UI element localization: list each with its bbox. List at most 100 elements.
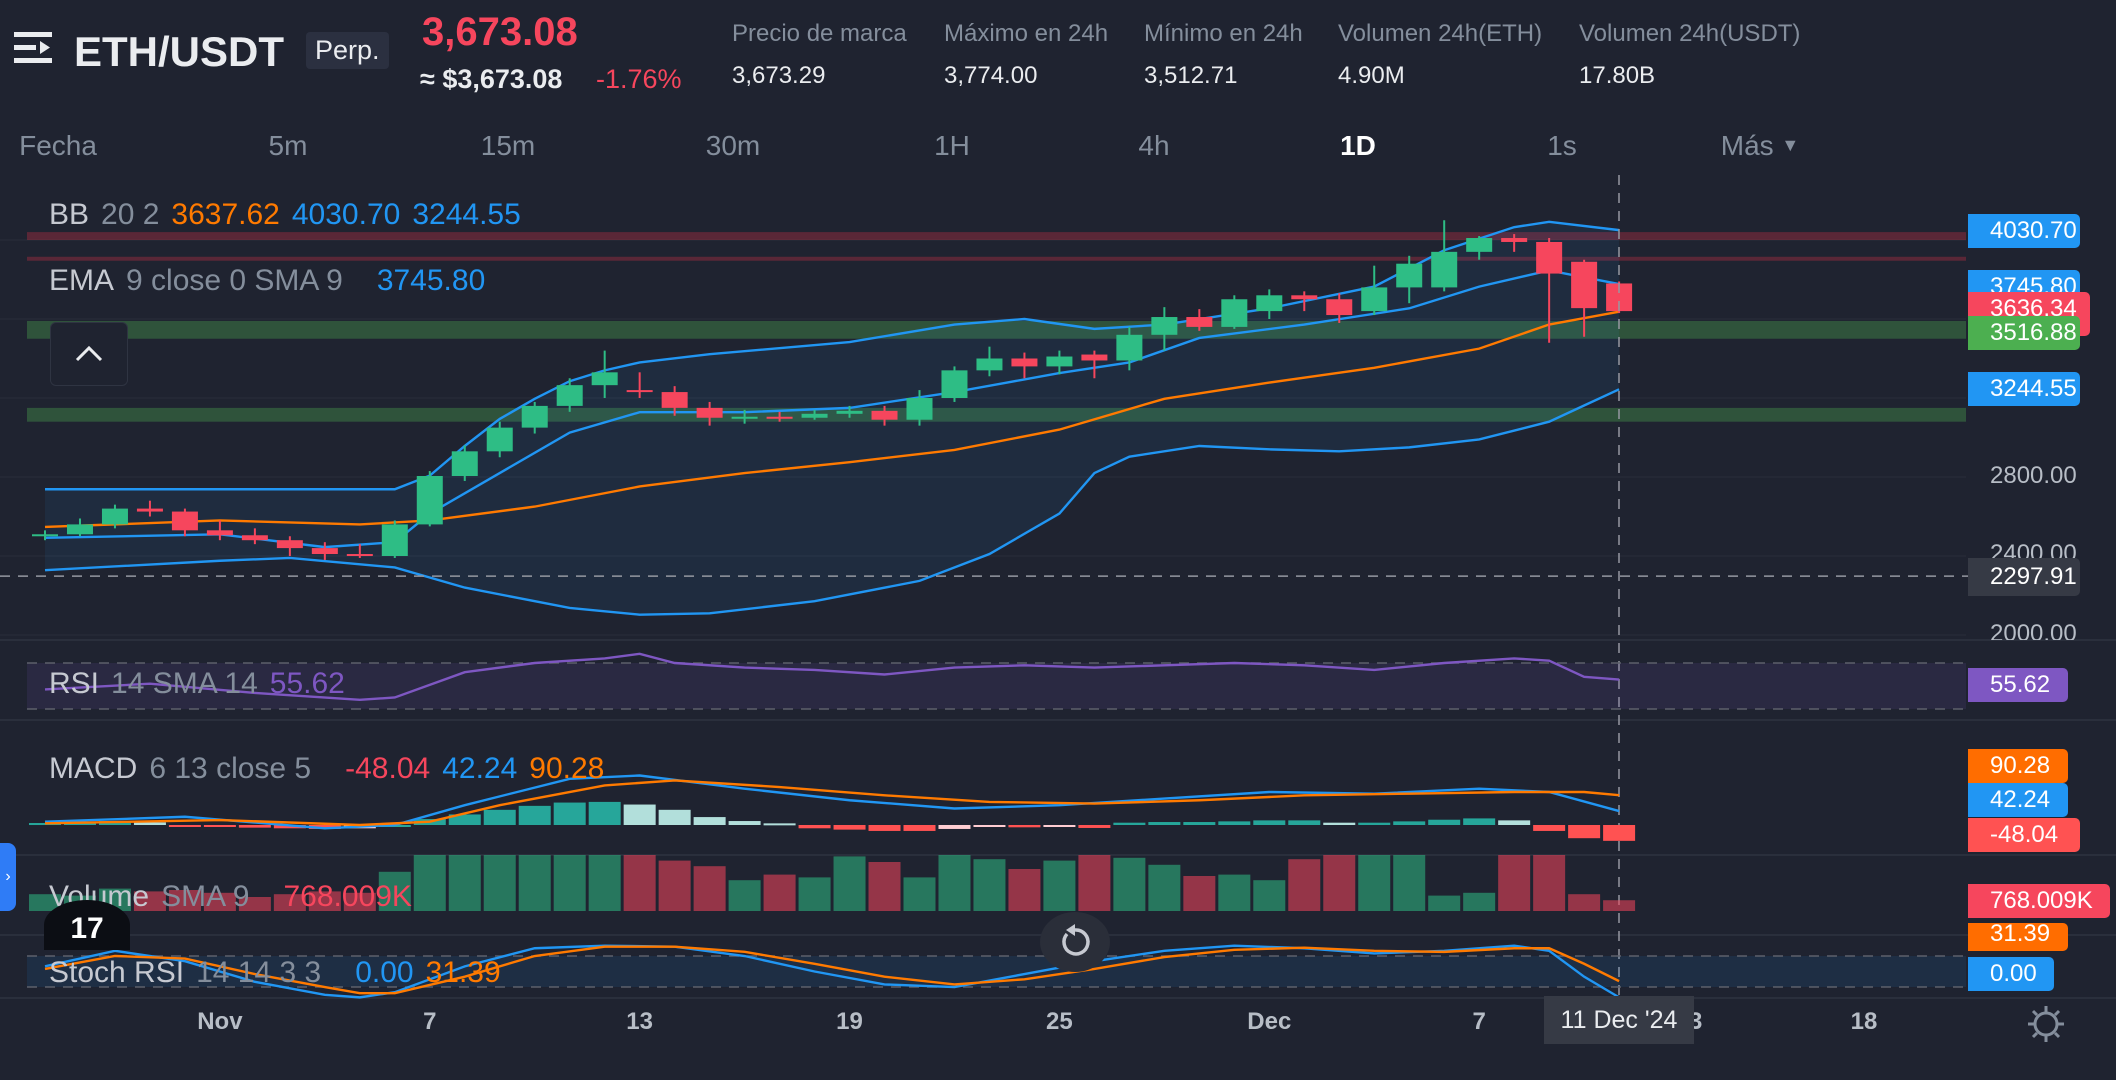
side-panel-toggle[interactable]: › xyxy=(0,843,16,911)
candle-body xyxy=(1571,261,1598,309)
macd-hist-bar xyxy=(938,825,971,829)
rsi-band xyxy=(27,663,1966,709)
menu-icon[interactable] xyxy=(14,30,54,66)
legend-rsi[interactable]: RSI 14 SMA 14 55.62 xyxy=(49,667,357,701)
legend-params: 9 close 0 SMA 9 xyxy=(126,264,343,297)
stat-value: 17.80B xyxy=(1579,62,1656,89)
candle-body xyxy=(1046,356,1073,367)
candle-body xyxy=(346,554,373,557)
candle-body xyxy=(66,524,93,535)
candle-body xyxy=(871,410,898,420)
volume-bar xyxy=(623,855,656,911)
legend-params: 14 SMA 14 xyxy=(111,667,258,700)
legend-params: 14 14 3 3 xyxy=(196,956,322,989)
time-tick: 25 xyxy=(1046,1008,1073,1035)
macd-hist-bar xyxy=(1323,822,1356,825)
volume-bar xyxy=(448,855,481,911)
pair-title[interactable]: ETH/USDT xyxy=(74,28,284,75)
candle-body xyxy=(801,413,828,418)
tab-more[interactable]: Más ▼ xyxy=(1721,130,1800,162)
bb-upper-price-label: 4030.70 xyxy=(1968,214,2080,248)
volume-bar xyxy=(938,855,971,911)
candle-body xyxy=(416,476,443,525)
macd-hist-bar xyxy=(973,825,1006,827)
stat-volume-eth: Volumen 24h(ETH) 4.90M xyxy=(1338,20,1542,90)
candle-body xyxy=(731,416,758,419)
volume-bar xyxy=(763,874,796,911)
stat-value: 3,673.29 xyxy=(732,62,826,89)
legend-name: RSI xyxy=(49,667,100,700)
volume-bar xyxy=(413,855,446,911)
tab-1w[interactable]: 1s xyxy=(1547,130,1577,161)
settings-gear-icon[interactable] xyxy=(2026,1004,2066,1044)
volume-bar xyxy=(1603,900,1636,911)
candle-body xyxy=(1221,299,1248,327)
candle-body xyxy=(906,398,933,420)
stat-label: Volumen 24h(USDT) xyxy=(1579,20,1801,47)
stat-volume-usdt: Volumen 24h(USDT) 17.80B xyxy=(1579,20,1800,90)
volume-bar xyxy=(1218,874,1251,911)
macd-hist-bar xyxy=(273,825,306,829)
volume-bar xyxy=(973,859,1006,911)
macd-hist-bar xyxy=(728,821,761,825)
candle-body xyxy=(486,427,513,452)
candle-body xyxy=(556,385,583,406)
hist-price-label: -48.04 xyxy=(1968,818,2080,852)
candle-body xyxy=(661,392,688,408)
price-tick: 2000.00 xyxy=(1990,620,2077,640)
collapse-button[interactable] xyxy=(50,322,128,386)
legend-ema[interactable]: EMA 9 close 0 SMA 9 3745.80 xyxy=(49,264,497,298)
reset-chart-button[interactable] xyxy=(1040,912,1110,972)
tab-1d[interactable]: 1D xyxy=(1340,130,1376,161)
candle-body xyxy=(941,370,968,398)
change-percent: -1.76% xyxy=(596,64,682,94)
macd-hist-bar xyxy=(483,809,516,825)
tab-4h[interactable]: 4h xyxy=(1138,130,1170,161)
volume-value: 768.009K xyxy=(283,880,412,913)
legend-stoch-rsi[interactable]: Stoch RSI 14 14 3 3 0.00 31.39 xyxy=(49,956,513,990)
stat-value: 3,774.00 xyxy=(944,62,1038,89)
tab-1h[interactable]: 1H xyxy=(934,130,970,161)
rsi-line xyxy=(44,652,1620,702)
macd-hist-bar xyxy=(1498,820,1531,825)
bb-upper-value: 4030.70 xyxy=(291,198,401,231)
macd-hist-bar xyxy=(763,823,796,826)
macd-hist-bar xyxy=(1008,825,1041,828)
volume-bar xyxy=(1323,855,1356,911)
volume-bar xyxy=(203,892,236,911)
stoch-d-value: 31.39 xyxy=(425,956,501,989)
candle-body xyxy=(1256,295,1283,312)
macd-hist-bar xyxy=(308,825,341,829)
legend-params: SMA 9 xyxy=(161,880,250,913)
tab-5m[interactable]: 5m xyxy=(268,130,308,161)
volume-bar xyxy=(168,890,201,911)
tab-date[interactable]: Fecha xyxy=(19,130,97,161)
legend-volume[interactable]: Volume SMA 9 768.009K xyxy=(49,880,424,914)
legend-name: MACD xyxy=(49,752,138,785)
legend-macd[interactable]: MACD 6 13 close 5 -48.04 42.24 90.28 xyxy=(49,752,616,786)
volume-bar xyxy=(1358,855,1391,911)
crosshair-price-label: 2297.91 xyxy=(1968,558,2080,596)
candle-body xyxy=(1396,263,1423,288)
legend-bb[interactable]: BB 20 2 3637.62 4030.70 3244.55 xyxy=(49,198,533,232)
time-tick: 19 xyxy=(836,1008,863,1035)
stat-value: 4.90M xyxy=(1338,62,1405,89)
tab-30m[interactable]: 30m xyxy=(705,130,761,161)
stat-value: 3,512.71 xyxy=(1144,62,1238,89)
volume-bar xyxy=(1043,860,1076,911)
candle-body xyxy=(136,508,163,512)
macd-hist-bar xyxy=(1358,822,1391,825)
volume-bar xyxy=(518,855,551,911)
volume-bar xyxy=(658,860,691,911)
volume-bar xyxy=(378,871,411,911)
volume-bar xyxy=(553,855,586,911)
tab-15m[interactable]: 15m xyxy=(480,130,536,161)
legend-name: EMA xyxy=(49,264,115,297)
volume-bar xyxy=(1078,855,1111,911)
candle-body xyxy=(976,358,1003,371)
macd-hist-bar xyxy=(29,823,61,826)
macd-hist-bar xyxy=(168,825,201,827)
macd-hist-bar xyxy=(448,814,481,825)
candle-body xyxy=(1291,295,1318,300)
